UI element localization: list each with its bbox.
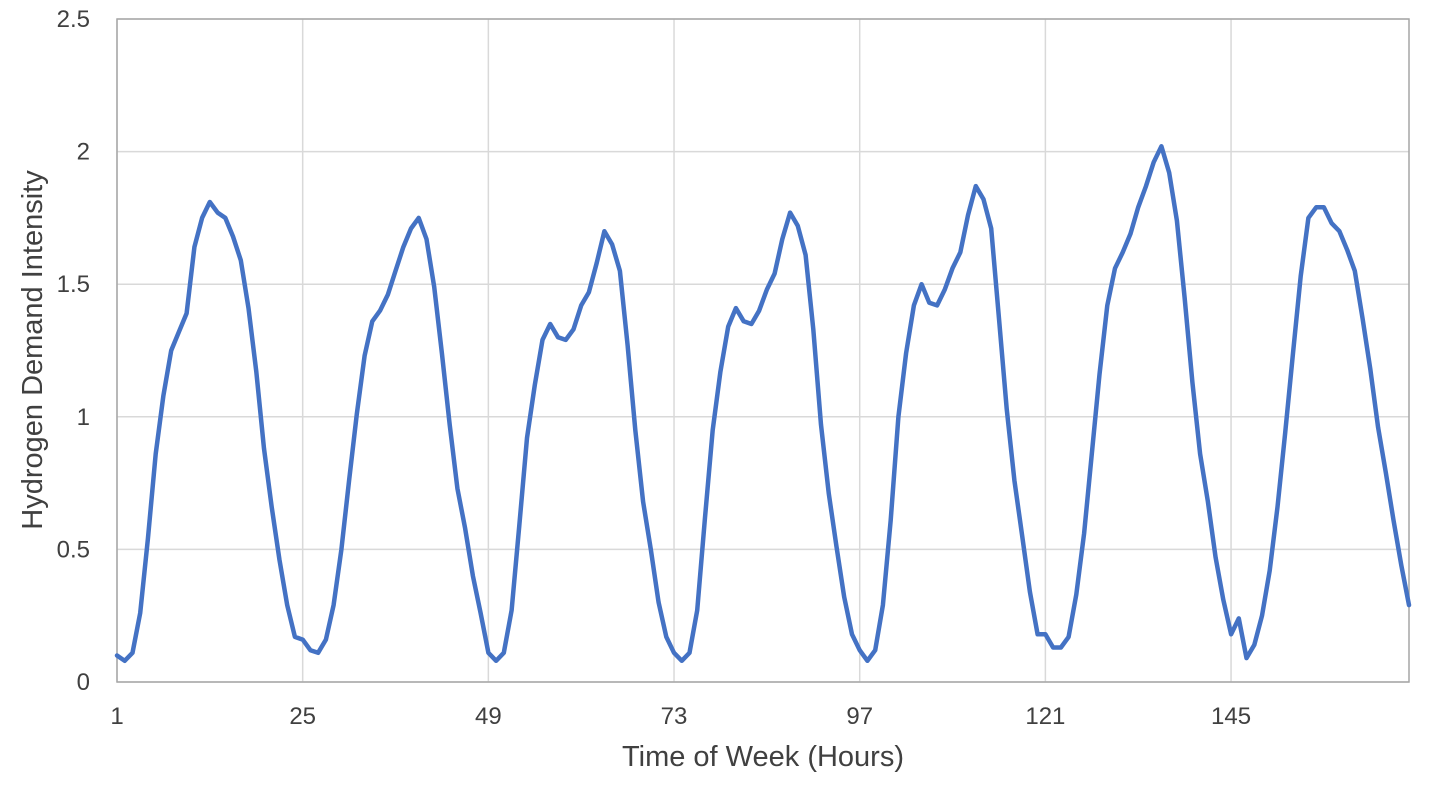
x-tick-label: 1 xyxy=(110,703,123,730)
series-line xyxy=(114,144,1412,664)
x-tick-label: 97 xyxy=(846,703,873,730)
x-tick-label: 49 xyxy=(475,703,502,730)
y-tick-label: 0.5 xyxy=(57,536,90,563)
y-tick-label: 2.5 xyxy=(57,6,90,33)
x-tick-label: 121 xyxy=(1025,703,1065,730)
series-layer xyxy=(114,144,1412,664)
x-tick-label: 25 xyxy=(289,703,316,730)
x-tick-label: 145 xyxy=(1211,703,1251,730)
x-axis-tick-labels: 1 25 49 73 97 121 145 xyxy=(110,703,1251,730)
y-tick-label: 1 xyxy=(77,404,90,431)
y-axis-tick-labels: 0 0.5 1 1.5 2 2.5 xyxy=(57,6,90,696)
gridlines xyxy=(116,18,1409,683)
x-tick-label: 73 xyxy=(661,703,688,730)
y-tick-label: 1.5 xyxy=(57,271,90,298)
x-axis-title: Time of Week (Hours) xyxy=(622,741,904,773)
plot-area-frame xyxy=(116,18,1410,683)
y-tick-label: 2 xyxy=(77,139,90,166)
y-tick-label: 0 xyxy=(77,669,90,696)
y-axis-title: Hydrogen Demand Intensity xyxy=(17,170,49,530)
